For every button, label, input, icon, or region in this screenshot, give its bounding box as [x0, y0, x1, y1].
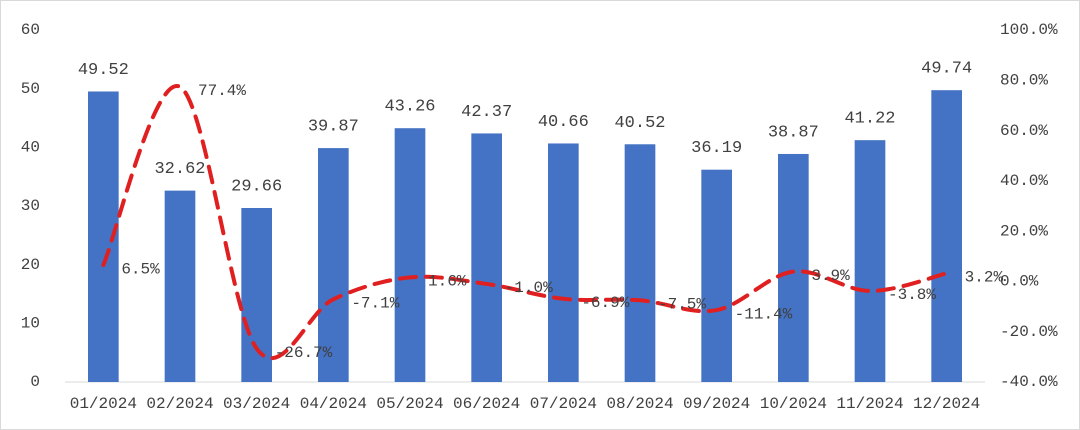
y-tick-label: 10 — [21, 315, 40, 333]
bar-value-label: 39.87 — [308, 118, 359, 137]
line-value-label: -7.5% — [658, 296, 706, 314]
bar — [164, 190, 196, 382]
bar-value-label: 38.87 — [768, 123, 819, 142]
bar-value-label: 49.74 — [921, 60, 972, 79]
bar — [931, 90, 962, 382]
bar-value-label: 42.37 — [461, 103, 512, 122]
bar — [318, 148, 349, 382]
y-tick-label: 40 — [21, 139, 40, 157]
y-tick-label: 0 — [30, 373, 40, 391]
y2-tick-label: -20.0% — [1000, 323, 1058, 341]
y-tick-label: 20 — [21, 256, 40, 274]
bar-value-label: 49.52 — [78, 61, 129, 80]
bar — [701, 169, 732, 382]
line-value-label: 6.5% — [121, 260, 160, 278]
x-tick-label: 08/2024 — [606, 395, 673, 413]
line-value-label: -11.4% — [735, 305, 793, 323]
bar — [548, 143, 579, 382]
y-tick-label: 30 — [21, 197, 40, 215]
line-value-label: 77.4% — [198, 82, 246, 100]
y2-tick-label: 0.0% — [1000, 273, 1039, 291]
x-tick-label: 09/2024 — [683, 395, 750, 413]
x-tick-label: 06/2024 — [453, 395, 520, 413]
bar — [241, 207, 272, 382]
y2-tick-label: 100.0% — [1000, 21, 1058, 39]
bar — [854, 140, 886, 382]
line — [101, 84, 949, 360]
line-value-label: 3.9% — [811, 267, 850, 285]
line-value-label: -7.1% — [351, 294, 399, 312]
line-value-label: 3.2% — [965, 269, 1004, 287]
x-tick-label: 12/2024 — [913, 395, 980, 413]
bar-value-label: 43.26 — [384, 98, 435, 117]
line-value-label: 1.6% — [428, 273, 467, 291]
bar — [394, 128, 426, 382]
line-value-label: -3.8% — [888, 286, 936, 304]
y2-tick-label: -40.0% — [1000, 373, 1058, 391]
bar — [624, 144, 656, 382]
bar-value-label: 32.62 — [154, 160, 205, 179]
x-tick-label: 11/2024 — [836, 395, 903, 413]
x-tick-label: 10/2024 — [760, 395, 827, 413]
x-tick-label: 02/2024 — [146, 395, 213, 413]
bar — [471, 133, 502, 382]
x-tick-label: 04/2024 — [300, 395, 367, 413]
bar-value-label: 29.66 — [231, 177, 282, 196]
y2-tick-label: 80.0% — [1000, 72, 1048, 90]
bar-value-label: 40.52 — [614, 114, 665, 133]
bar — [778, 153, 809, 382]
bar-value-label: 41.22 — [844, 110, 895, 129]
line-value-label: -26.7% — [275, 344, 333, 362]
bar-value-label: 40.66 — [538, 113, 589, 132]
line-value-label: -1.0% — [505, 279, 553, 297]
x-tick-label: 03/2024 — [223, 395, 290, 413]
y2-tick-label: 60.0% — [1000, 122, 1048, 140]
x-tick-label: 07/2024 — [530, 395, 597, 413]
y-tick-label: 60 — [21, 21, 40, 39]
bar-value-label: 36.19 — [691, 139, 742, 158]
x-tick-label: 05/2024 — [376, 395, 443, 413]
y-tick-label: 50 — [21, 80, 40, 98]
y2-tick-label: 20.0% — [1000, 222, 1048, 240]
line-value-label: -6.9% — [581, 294, 629, 312]
y2-tick-label: 40.0% — [1000, 172, 1048, 190]
x-tick-label: 01/2024 — [70, 395, 137, 413]
